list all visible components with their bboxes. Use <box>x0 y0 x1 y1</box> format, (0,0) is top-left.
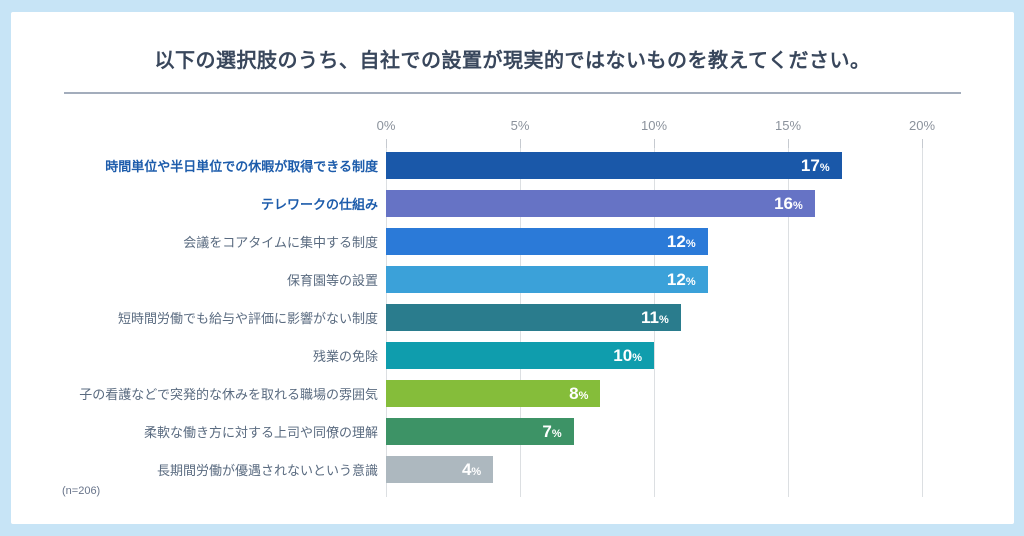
category-label: 子の看護などで突発的な休みを取れる職場の雰囲気 <box>79 387 378 402</box>
bar: 7% <box>386 418 574 445</box>
category-label: 会議をコアタイムに集中する制度 <box>183 235 378 250</box>
percent-sign: % <box>819 162 830 174</box>
bar-value-label: 17% <box>800 156 830 175</box>
category-label: 短時間労働でも給与や評価に影響がない制度 <box>117 311 378 326</box>
category-label: 保育園等の設置 <box>286 273 378 288</box>
bar: 12% <box>386 266 708 293</box>
bar: 8% <box>386 380 601 407</box>
chart-title: 以下の選択肢のうち、自社での設置が現実的ではないものを教えてください。 <box>154 50 871 72</box>
x-axis-tick-label: 0% <box>376 118 396 133</box>
x-axis-tick-mark <box>922 139 923 148</box>
bar-value-label: 7% <box>542 422 562 441</box>
category-label: 柔軟な働き方に対する上司や同僚の理解 <box>143 425 378 440</box>
bar-value-label: 11% <box>641 308 669 327</box>
percent-sign: % <box>659 314 669 326</box>
category-label: テレワークの仕組み <box>260 197 378 212</box>
bar-value-label: 10% <box>613 346 642 365</box>
percent-sign: % <box>551 428 562 440</box>
category-label: 長期間労働が優遇されないという意識 <box>156 463 378 478</box>
bar-value-label: 12% <box>666 270 696 289</box>
x-axis-tick-mark <box>386 139 387 148</box>
percent-sign: % <box>793 200 803 212</box>
bar: 16% <box>386 190 815 217</box>
x-axis-tick-mark <box>520 139 521 148</box>
percent-sign: % <box>685 276 696 288</box>
bar-value-label: 4% <box>461 460 482 479</box>
x-axis-tick-label: 10% <box>640 118 668 133</box>
bar: 4% <box>386 456 494 483</box>
x-axis-tick-mark <box>788 139 789 148</box>
x-axis-tick-label: 15% <box>774 118 802 133</box>
x-axis-tick-mark <box>654 139 655 148</box>
percent-sign: % <box>471 466 482 478</box>
category-label: 時間単位や半日単位での休暇が取得できる制度 <box>105 159 378 174</box>
x-axis-tick-label: 5% <box>510 118 530 133</box>
bar: 12% <box>386 228 708 255</box>
bar-value-label: 8% <box>569 384 589 403</box>
bar-value-label: 12% <box>666 232 696 251</box>
bar: 10% <box>386 342 654 369</box>
gridline <box>922 143 923 497</box>
x-axis-tick-label: 20% <box>908 118 936 133</box>
bar: 11% <box>386 304 681 331</box>
bar: 17% <box>386 152 842 179</box>
bar-value-label: 16% <box>774 194 803 213</box>
title-divider <box>64 92 961 94</box>
percent-sign: % <box>632 352 642 364</box>
gridline <box>788 143 789 497</box>
percent-sign: % <box>578 390 589 402</box>
sample-size-note: (n=206) <box>62 485 101 497</box>
category-label: 残業の免除 <box>312 349 378 364</box>
percent-sign: % <box>685 238 696 250</box>
